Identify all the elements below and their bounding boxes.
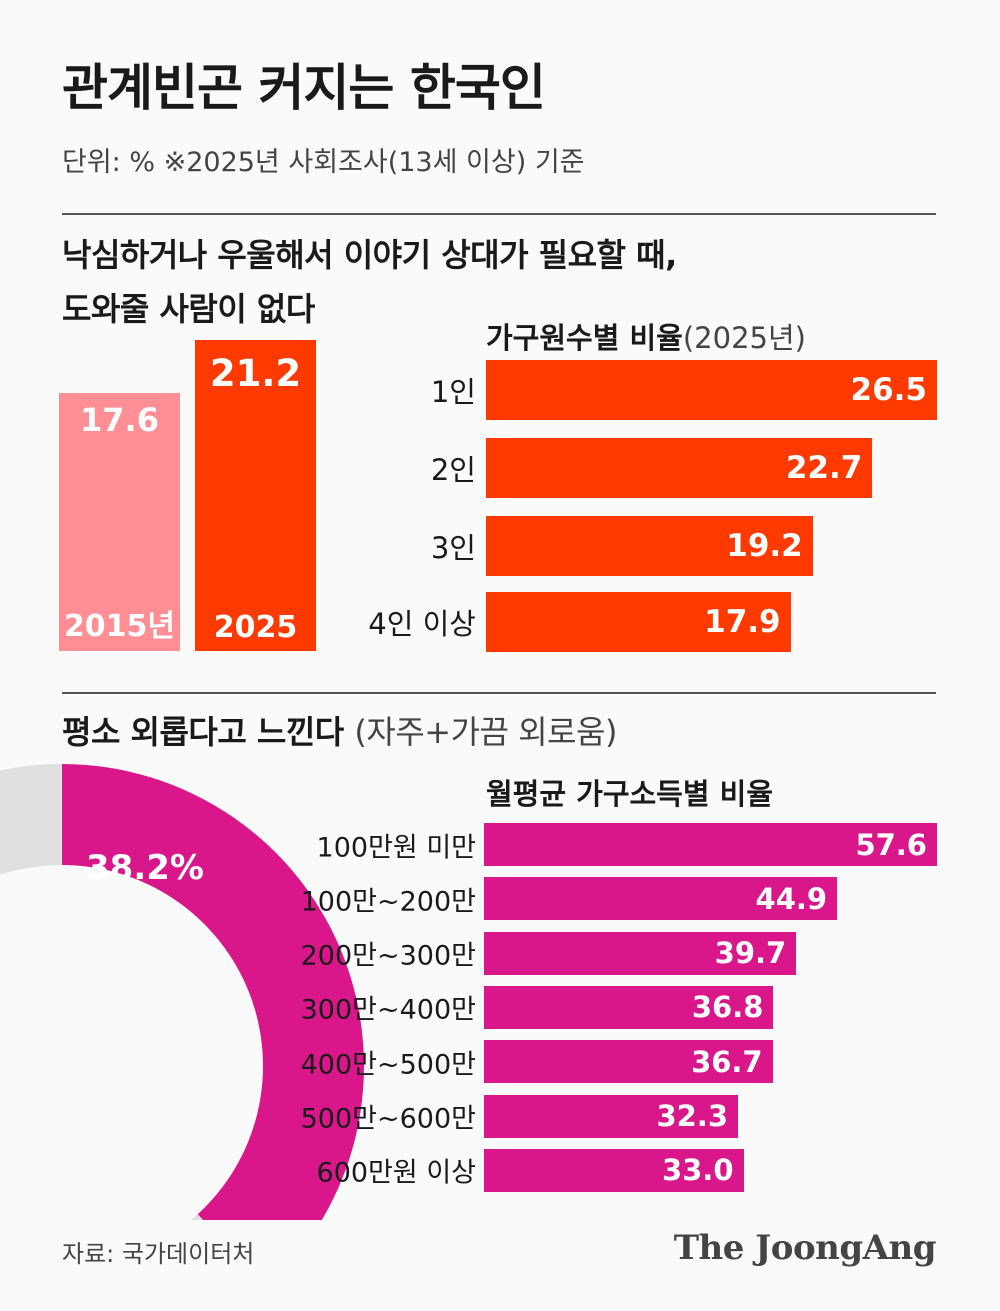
section2-heading-bold: 평소 외롭다고 느낀다 xyxy=(62,713,344,751)
income-bar-label: 100만원 미만 xyxy=(316,832,476,863)
year-bar-value: 21.2 xyxy=(209,352,302,396)
household-bar: 17.9 xyxy=(486,592,791,652)
household-bar-value: 19.2 xyxy=(726,528,803,564)
income-bar-label: 100만~200만 xyxy=(300,886,476,918)
page-title: 관계빈곤 커지는 한국인 xyxy=(62,59,546,117)
income-bar-label: 400만~500만 xyxy=(300,1049,476,1081)
loneliness-donut-chart xyxy=(0,764,364,1220)
income-bar-label: 300만~400만 xyxy=(300,994,476,1026)
household-bar: 22.7 xyxy=(486,438,873,498)
household-bar-value: 22.7 xyxy=(785,450,863,486)
income-bar-value: 57.6 xyxy=(855,827,927,862)
section2-heading-note: (자주+가끔 외로움) xyxy=(354,713,617,751)
year-bar: 17.6 2015년 xyxy=(59,392,180,651)
divider xyxy=(62,213,936,215)
source-note: 자료: 국가데이터처 xyxy=(62,1240,255,1268)
unit-note: 단위: % ※2025년 사회조사(13세 이상) 기준 xyxy=(62,147,585,178)
year-bar-value: 17.6 xyxy=(80,400,159,439)
income-bar-value: 36.8 xyxy=(691,990,764,1025)
household-bar-label: 2인 xyxy=(430,453,476,487)
publisher-logo: The JoongAng xyxy=(673,1228,937,1268)
income-bar-label: 200만~300만 xyxy=(300,940,476,972)
income-bar: 44.9 xyxy=(484,877,838,921)
income-bar: 39.7 xyxy=(484,931,797,975)
divider xyxy=(62,692,936,694)
section1-heading-line2: 도와줄 사람이 없다 xyxy=(62,290,315,328)
donut-slice-rest xyxy=(0,764,204,1220)
household-bar-label: 4인 이상 xyxy=(368,607,476,641)
income-bar: 36.7 xyxy=(484,1040,773,1084)
household-bar-label: 3인 xyxy=(430,531,476,565)
household-chart-title-bold: 가구원수별 비율 xyxy=(486,321,683,355)
year-bar-label: 2015년 xyxy=(63,608,176,644)
income-bar-value: 36.7 xyxy=(691,1044,763,1079)
income-bar-value: 32.3 xyxy=(656,1099,729,1133)
income-bar-value: 44.9 xyxy=(755,881,828,916)
income-chart-title: 월평균 가구소득별 비율 xyxy=(486,777,773,811)
income-bar-value: 33.0 xyxy=(661,1153,734,1188)
year-bar-label: 2025 xyxy=(213,609,298,645)
income-bar-label: 500만~600만 xyxy=(300,1103,476,1135)
income-bar-value: 39.7 xyxy=(714,936,787,971)
household-chart-title: 가구원수별 비율(2025년) xyxy=(486,315,806,357)
income-bar: 32.3 xyxy=(484,1094,739,1138)
household-bar-value: 26.5 xyxy=(850,372,928,408)
household-bar: 19.2 xyxy=(486,516,813,576)
household-bar-value: 17.9 xyxy=(704,604,781,640)
household-bar-label: 1인 xyxy=(430,375,476,409)
donut-slice-lonely xyxy=(62,764,364,1220)
income-bar: 57.6 xyxy=(484,823,937,866)
section1-heading: 낙심하거나 우울해서 이야기 상대가 필요할 때, 도와줄 사람이 없다 xyxy=(62,228,677,336)
household-bar: 26.5 xyxy=(486,360,937,420)
household-chart-title-year: (2025년) xyxy=(682,321,806,355)
section2-heading: 평소 외롭다고 느낀다 (자주+가끔 외로움) xyxy=(62,705,617,759)
year-bar: 21.2 2025 xyxy=(195,340,316,651)
donut-value-label: 38.2% xyxy=(86,848,204,888)
income-bar-label: 600만원 이상 xyxy=(316,1157,476,1189)
income-bar: 36.8 xyxy=(484,985,774,1029)
section1-heading-line1: 낙심하거나 우울해서 이야기 상대가 필요할 때, xyxy=(62,236,677,274)
income-bar: 33.0 xyxy=(484,1148,744,1192)
